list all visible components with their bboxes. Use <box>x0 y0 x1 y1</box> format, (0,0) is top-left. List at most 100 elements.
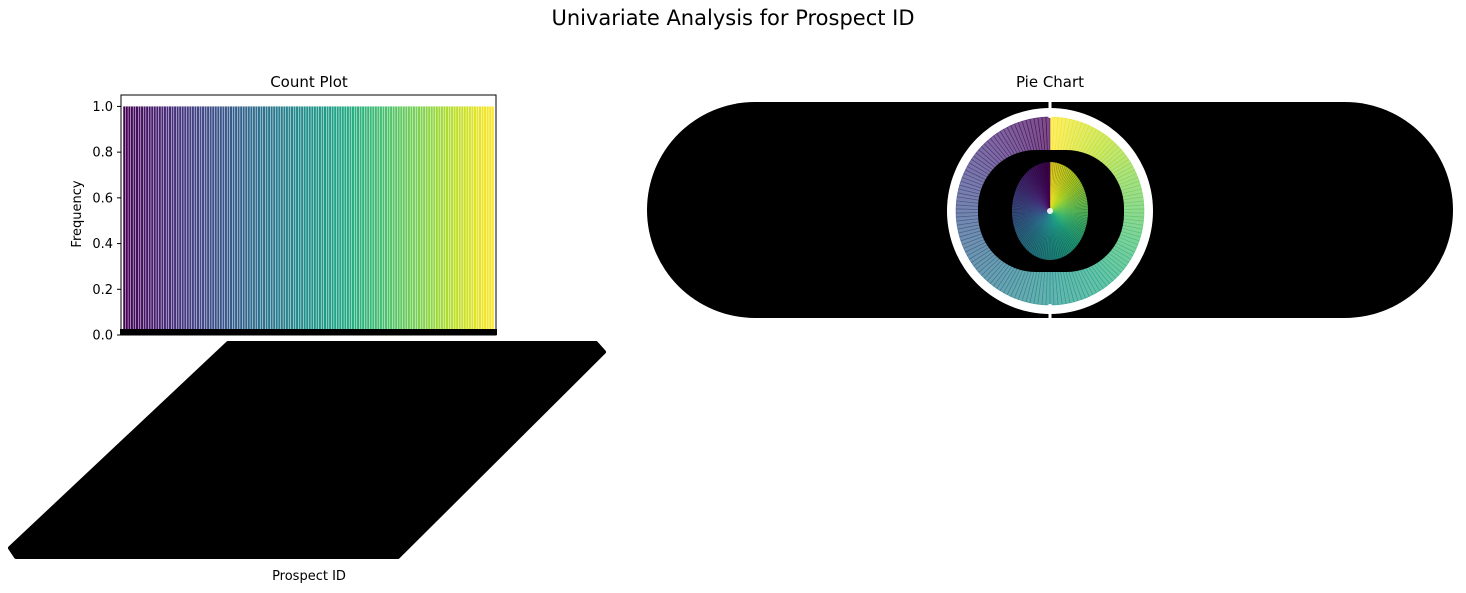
pie-inner-slice <box>1012 210 1051 226</box>
bar <box>293 106 296 335</box>
bar <box>392 106 395 335</box>
bar <box>163 106 166 335</box>
bar <box>166 106 169 335</box>
bar <box>214 106 217 335</box>
pie-inner-slice <box>1036 162 1051 212</box>
bar <box>451 106 454 335</box>
bar <box>303 106 306 335</box>
bar <box>468 106 471 335</box>
count-plot-axes-frame <box>120 94 497 336</box>
bar <box>428 106 431 335</box>
pie-inner-slice <box>1049 189 1088 212</box>
pie-inner-slice <box>1012 210 1051 231</box>
bar <box>397 106 400 335</box>
bar <box>298 106 301 335</box>
pie-inner-slice <box>1012 210 1051 243</box>
bar <box>415 106 418 335</box>
pie-inner-slice <box>1039 162 1051 212</box>
bar <box>128 106 131 335</box>
count-plot-bars <box>123 106 494 335</box>
pie-inner-slice <box>1022 162 1051 212</box>
pie-inner-slice <box>1029 162 1051 212</box>
pie-inner-slice <box>1049 210 1053 260</box>
figure-title: Univariate Analysis for Prospect ID <box>551 6 915 30</box>
bar <box>217 106 220 335</box>
bar <box>270 106 273 335</box>
bar <box>184 106 187 335</box>
bar <box>486 106 489 335</box>
bar <box>278 106 281 335</box>
bar <box>199 106 202 335</box>
bar <box>135 106 138 335</box>
bar <box>311 106 314 335</box>
bar <box>268 106 271 335</box>
pie-inner-slice <box>1049 210 1078 260</box>
bar <box>374 106 377 335</box>
bar <box>359 106 362 335</box>
pie-inner-slice <box>1044 162 1051 212</box>
bar <box>280 106 283 335</box>
bar <box>151 106 154 335</box>
bar <box>227 106 230 335</box>
pie-inner-slice <box>1049 179 1088 212</box>
bar <box>351 106 354 335</box>
bar <box>130 106 133 335</box>
count-plot-x-label: Prospect ID <box>272 569 346 584</box>
bar <box>390 106 393 335</box>
bar <box>400 106 403 335</box>
bar <box>141 106 144 335</box>
pie-inner-slice <box>1049 210 1074 260</box>
bar <box>443 106 446 335</box>
bar <box>306 106 309 335</box>
bar <box>364 106 367 335</box>
bar <box>336 106 339 335</box>
bar <box>476 106 479 335</box>
pie-chart: Pie Chart <box>647 73 1453 322</box>
bar <box>143 106 146 335</box>
bar <box>377 106 380 335</box>
x-tick-strip <box>120 329 497 335</box>
pie-inner-slice <box>1041 162 1051 212</box>
pie-inner-slice <box>1012 210 1051 221</box>
pie-inner-slice <box>1012 210 1051 236</box>
bar <box>438 106 441 335</box>
bar <box>316 106 319 335</box>
pie-inner-lens <box>1012 162 1088 260</box>
pie-chart-inner-labels <box>978 150 1124 272</box>
bar <box>346 106 349 335</box>
pie-inner-slice <box>1012 210 1051 223</box>
bar <box>179 106 182 335</box>
bar <box>148 106 151 335</box>
bar <box>484 106 487 335</box>
bar <box>410 106 413 335</box>
bar <box>372 106 375 335</box>
pie-inner-slice <box>1049 210 1071 260</box>
bar <box>473 106 476 335</box>
y-tick-label: 0.2 <box>92 283 113 298</box>
bar <box>222 106 225 335</box>
bar <box>275 106 278 335</box>
bar <box>357 106 360 335</box>
pie-inner-slice <box>1012 210 1051 216</box>
bar <box>209 106 212 335</box>
bar <box>255 106 258 335</box>
bar <box>235 106 238 335</box>
bar <box>445 106 449 335</box>
bar <box>146 106 149 335</box>
pie-inner-slice <box>1012 210 1051 228</box>
bar <box>339 106 342 335</box>
x-tick-label-mass <box>8 341 606 559</box>
pie-inner-slice <box>1049 210 1059 260</box>
bar <box>461 106 464 335</box>
y-tick-label: 0.0 <box>92 329 113 344</box>
bar <box>257 106 260 335</box>
pie-inner-slice <box>1049 184 1088 212</box>
bar <box>369 106 372 335</box>
bar <box>402 106 405 335</box>
pie-inner-slice <box>1049 209 1088 213</box>
bar <box>283 106 286 335</box>
pie-inner-slice <box>1012 210 1051 240</box>
bar <box>435 106 438 335</box>
count-plot: Count Plot 0.00.20.40.60.81.0 Frequency … <box>8 73 606 584</box>
